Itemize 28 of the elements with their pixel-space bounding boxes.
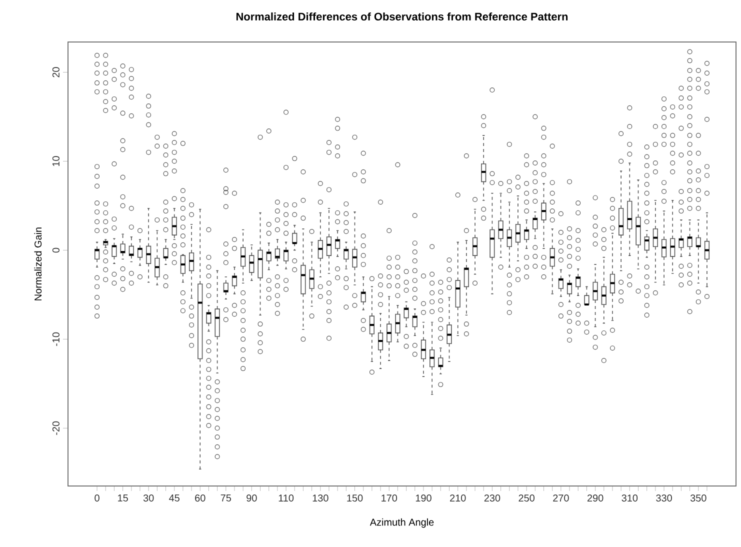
x-tick-label: 0 bbox=[94, 494, 100, 502]
x-tick-label: 250 bbox=[518, 494, 534, 502]
x-tick-label: 30 bbox=[143, 494, 154, 502]
y-tick-label: 10 bbox=[52, 156, 60, 166]
x-tick-label: 110 bbox=[278, 494, 294, 502]
x-tick-label: 310 bbox=[622, 494, 638, 502]
y-tick-label: 20 bbox=[52, 67, 60, 78]
x-tick-label: 60 bbox=[195, 494, 206, 502]
x-tick-label: 130 bbox=[312, 494, 328, 502]
x-tick-label: 170 bbox=[382, 494, 398, 502]
x-tick-label: 45 bbox=[169, 494, 180, 502]
y-tick-label: -10 bbox=[52, 332, 60, 346]
chart-title: Normalized Differences of Observations from Reference Pattern bbox=[236, 12, 568, 20]
x-tick-label: 270 bbox=[553, 494, 569, 502]
x-tick-label: 15 bbox=[118, 494, 128, 502]
x-tick-label: 290 bbox=[587, 494, 604, 502]
x-tick-label: 190 bbox=[416, 494, 432, 502]
x-tick-label: 210 bbox=[450, 494, 466, 502]
x-tick-label: 75 bbox=[220, 494, 232, 502]
x-tick-label: 350 bbox=[690, 494, 706, 502]
y-tick-label: 0 bbox=[52, 248, 60, 253]
y-axis-title: Normalized Gain bbox=[34, 228, 42, 300]
x-tick-label: 150 bbox=[347, 494, 363, 502]
x-axis-title: Azimuth Angle bbox=[370, 518, 434, 528]
x-tick-label: 230 bbox=[484, 494, 500, 502]
x-tick-label: 90 bbox=[246, 494, 257, 502]
y-tick-label: -20 bbox=[52, 421, 60, 435]
x-tick-label: 330 bbox=[656, 494, 672, 502]
